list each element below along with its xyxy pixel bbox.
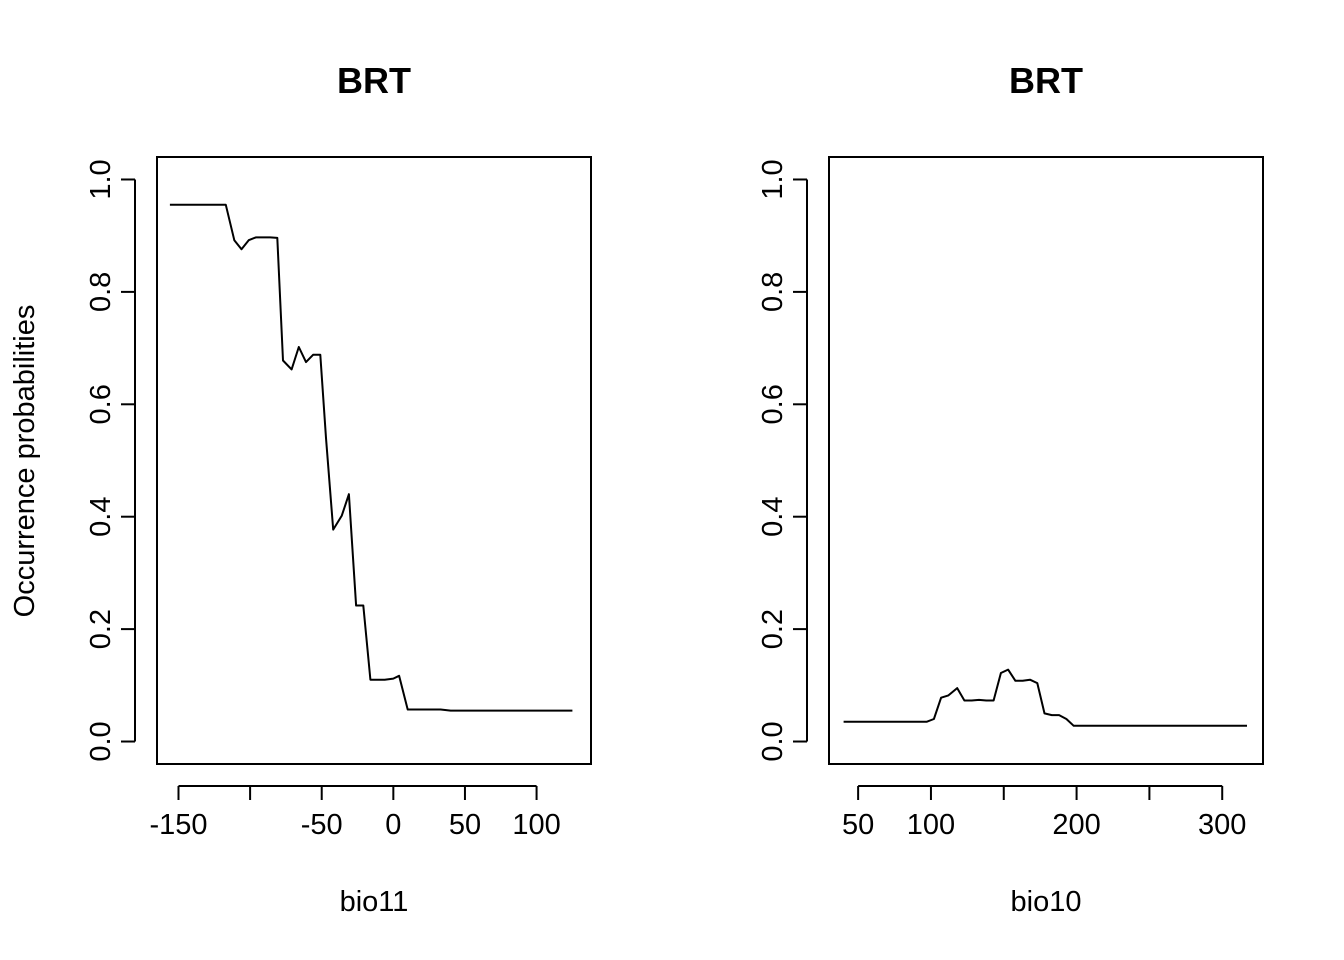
y-tick-label: 0.6 bbox=[85, 384, 117, 424]
x-tick-label: 0 bbox=[385, 809, 401, 841]
x-tick-label: 200 bbox=[1052, 809, 1100, 841]
x-axis: 50 100 200 300 bbox=[842, 785, 1246, 841]
plot-frame bbox=[156, 156, 592, 765]
y-tick-label: 0.2 bbox=[85, 609, 117, 649]
series-line bbox=[169, 203, 573, 712]
panel-title: BRT bbox=[337, 60, 411, 101]
y-tick-label: 0.4 bbox=[85, 497, 117, 537]
y-tick-label: 0.4 bbox=[757, 497, 789, 537]
y-tick-label: 1.0 bbox=[85, 159, 117, 199]
x-tick-label: 100 bbox=[512, 809, 560, 841]
x-tick-label: 50 bbox=[842, 809, 874, 841]
panel-title: BRT bbox=[1009, 60, 1083, 101]
series-line bbox=[843, 668, 1247, 727]
y-tick-label: 0.6 bbox=[757, 384, 789, 424]
y-axis-label: Occurrence probabilities bbox=[9, 305, 41, 618]
x-tick-label: -50 bbox=[301, 809, 343, 841]
y-axis: 0.0 0.2 0.4 0.6 0.8 1.0 bbox=[757, 159, 808, 762]
plot-frame bbox=[828, 156, 1264, 765]
x-tick-label: 50 bbox=[449, 809, 481, 841]
x-axis: -150 -50 0 50 100 bbox=[149, 785, 561, 841]
y-tick-label: 1.0 bbox=[757, 159, 789, 199]
y-tick-label: 0.8 bbox=[85, 272, 117, 312]
x-axis-label: bio11 bbox=[340, 886, 409, 918]
y-tick-label: 0.0 bbox=[757, 721, 789, 761]
x-tick-label: 300 bbox=[1198, 809, 1246, 841]
y-tick-label: 0.8 bbox=[757, 272, 789, 312]
panel-bio10: BRT 50 100 200 300 0.0 0.2 0.4 0.6 0.8 1.0 bio10 bbox=[757, 60, 1264, 918]
x-axis-label: bio10 bbox=[1011, 886, 1082, 918]
x-tick-label: 100 bbox=[907, 809, 955, 841]
y-tick-label: 0.0 bbox=[85, 721, 117, 761]
y-tick-label: 0.2 bbox=[757, 609, 789, 649]
panel-bio11: BRT -150 -50 0 50 100 0.0 0.2 0.4 0.6 0.8 1.0 bio… bbox=[9, 60, 592, 918]
y-axis: 0.0 0.2 0.4 0.6 0.8 1.0 bbox=[85, 159, 136, 762]
x-tick-label: -150 bbox=[149, 809, 207, 841]
